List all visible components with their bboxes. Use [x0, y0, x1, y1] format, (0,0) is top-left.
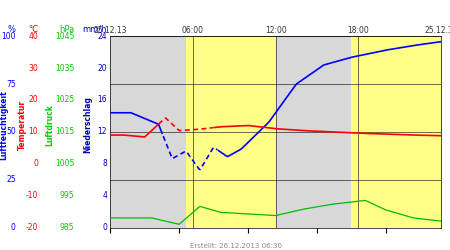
- Text: 20: 20: [98, 64, 107, 72]
- Text: 0: 0: [102, 223, 107, 232]
- Text: %: %: [8, 25, 16, 34]
- Text: Temperatur: Temperatur: [18, 100, 27, 150]
- Text: 20: 20: [29, 96, 38, 104]
- Text: -10: -10: [26, 191, 38, 200]
- Text: 8: 8: [102, 159, 107, 168]
- Text: 16: 16: [98, 96, 107, 104]
- Bar: [275, 36, 351, 228]
- Text: -20: -20: [26, 223, 38, 232]
- Text: 75: 75: [6, 80, 16, 88]
- Text: 985: 985: [60, 223, 74, 232]
- Text: 0: 0: [33, 159, 38, 168]
- Bar: [351, 36, 441, 228]
- Text: 24: 24: [98, 32, 107, 41]
- Text: 100: 100: [1, 32, 16, 41]
- Text: 40: 40: [28, 32, 38, 41]
- Text: Niederschlag: Niederschlag: [83, 96, 92, 154]
- Text: 50: 50: [6, 127, 16, 136]
- Text: 0: 0: [11, 223, 16, 232]
- Bar: [186, 36, 275, 228]
- Text: 1045: 1045: [55, 32, 74, 41]
- Text: 12: 12: [98, 127, 107, 136]
- Text: 30: 30: [28, 64, 38, 72]
- Text: 995: 995: [59, 191, 74, 200]
- Text: 4: 4: [102, 191, 107, 200]
- Bar: [110, 36, 186, 228]
- Text: 10: 10: [29, 127, 38, 136]
- Text: 1015: 1015: [55, 127, 74, 136]
- Text: 1025: 1025: [55, 96, 74, 104]
- Text: 1005: 1005: [55, 159, 74, 168]
- Text: 25: 25: [6, 175, 16, 184]
- Text: Erstellt: 26.12.2013 06:30: Erstellt: 26.12.2013 06:30: [190, 243, 282, 249]
- Text: mm/h: mm/h: [83, 25, 107, 34]
- Text: °C: °C: [28, 25, 38, 34]
- Text: 1035: 1035: [55, 64, 74, 72]
- Text: Luftfeuchtigkeit: Luftfeuchtigkeit: [0, 90, 8, 160]
- Text: hPa: hPa: [59, 25, 74, 34]
- Text: Luftdruck: Luftdruck: [45, 104, 54, 146]
